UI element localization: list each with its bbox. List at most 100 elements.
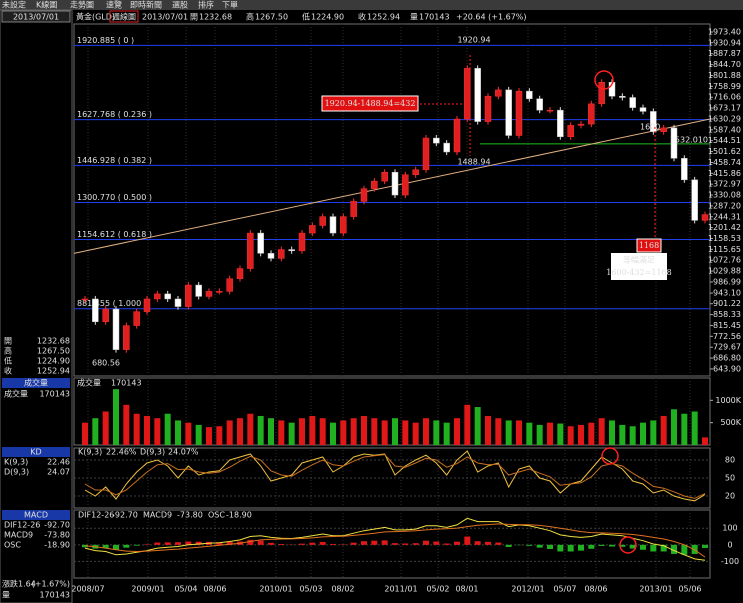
section-header xyxy=(2,378,70,388)
tab[interactable]: 選股 xyxy=(172,0,188,10)
volume-bar xyxy=(350,418,357,445)
osc-bar xyxy=(536,544,543,548)
y-tick-label: 1587.40 xyxy=(708,125,741,134)
diff-box xyxy=(321,95,419,112)
volume-bar xyxy=(206,427,212,445)
y-tick-label: 1544.51 xyxy=(708,136,741,145)
macd-value: -92.70 xyxy=(44,521,70,530)
high-label: 1920.94 xyxy=(457,36,490,45)
target-box xyxy=(636,238,662,253)
osc-bar xyxy=(361,541,367,545)
series-name: K(9,3) xyxy=(78,448,102,457)
quote-label: 低 xyxy=(4,356,12,366)
section-title: MACD xyxy=(24,511,48,520)
volume-bar xyxy=(92,418,99,445)
tab[interactable]: 下單 xyxy=(222,1,238,10)
footer-value: (+1.67%) xyxy=(32,580,70,589)
tab[interactable]: 即時新聞 xyxy=(130,0,162,10)
quote-label: 開 xyxy=(4,337,12,346)
y-tick-label: 1501.62 xyxy=(708,147,741,156)
y-tick-label: 1844.70 xyxy=(708,60,741,69)
osc-bar xyxy=(423,540,429,545)
volume-bar xyxy=(216,426,223,445)
candle xyxy=(402,174,409,196)
section-header xyxy=(2,447,70,457)
support-label: 1532.010 xyxy=(670,135,708,144)
osc-bar xyxy=(102,544,109,549)
volume-bar xyxy=(154,418,161,445)
osc-bar xyxy=(309,542,316,545)
x-label: 2010/01 xyxy=(259,585,292,594)
candle xyxy=(557,109,564,138)
section-title: KD xyxy=(30,448,41,457)
tab[interactable]: K線圖 xyxy=(36,0,57,10)
osc-bar xyxy=(319,542,326,545)
period-box xyxy=(109,10,139,23)
volume-bar xyxy=(175,420,181,445)
x-label: 05/03 xyxy=(299,585,322,594)
footer-label: 漲跌1.64 xyxy=(2,579,36,589)
symbol: 黃金(GLD) xyxy=(76,12,115,22)
volume-bar xyxy=(195,424,202,445)
x-label: 2011/01 xyxy=(384,585,417,594)
fib-label: 1154.612 ( 0.618 ) xyxy=(77,230,152,239)
candle xyxy=(577,123,585,126)
field-value: 170143 xyxy=(419,13,450,22)
y-tick-label: 1158.53 xyxy=(708,234,741,243)
fib-label: 1920.885 ( 0 ) xyxy=(77,36,134,45)
osc-bar xyxy=(671,544,677,554)
candle xyxy=(453,118,461,153)
candle xyxy=(205,291,213,297)
osc-bar xyxy=(567,544,574,552)
x-label: 2012/01 xyxy=(511,585,544,594)
y-tick-label: 500K xyxy=(720,418,741,427)
period[interactable]: 週線圖 xyxy=(112,12,136,22)
note-box xyxy=(611,253,667,280)
tab[interactable]: 未設定 xyxy=(2,0,26,10)
series-value: 24.07% xyxy=(168,448,199,457)
header-date: 2013/07/01 xyxy=(142,13,188,22)
osc-bar xyxy=(629,544,636,549)
y-tick-label: 1630.29 xyxy=(708,114,741,123)
volume-bar xyxy=(237,418,243,445)
quote-value: 1224.90 xyxy=(37,357,70,366)
field-value: 1252.94 xyxy=(367,13,400,22)
volume-bar xyxy=(113,389,119,445)
candle xyxy=(422,137,430,170)
macd-panel xyxy=(73,509,711,579)
osc-bar xyxy=(154,542,161,545)
tab[interactable]: 走勢圖 xyxy=(70,0,94,10)
y-tick-label: 1673.17 xyxy=(708,104,741,113)
tab[interactable]: 速覽 xyxy=(106,0,122,10)
volume-value: 170143 xyxy=(39,390,70,399)
volume-bar xyxy=(681,413,688,445)
field-value: 1224.90 xyxy=(311,13,344,22)
volume-bar xyxy=(133,413,140,445)
tab-bar xyxy=(0,0,743,10)
kd-value: 24.07 xyxy=(47,468,70,477)
candle xyxy=(81,298,89,301)
volume-bar xyxy=(330,422,336,445)
fib-label: 1446.928 ( 0.382 ) xyxy=(77,156,152,165)
y-tick-label: 643.90 xyxy=(713,364,741,373)
volume-bar xyxy=(671,409,677,445)
osc-bar xyxy=(505,544,512,547)
x-label: 05/06 xyxy=(678,585,701,594)
osc-bar xyxy=(474,541,481,545)
volume-bar xyxy=(423,418,429,445)
red-circle xyxy=(601,447,619,465)
osc-bar xyxy=(681,544,688,555)
fib-label: 881.455 ( 1.000 ) xyxy=(77,299,147,308)
series-name: OSC xyxy=(208,511,225,520)
field-label: 開 xyxy=(190,13,198,22)
y-tick-label: 943.10 xyxy=(713,289,741,298)
candle xyxy=(350,201,357,217)
y-tick-label: 1801.88 xyxy=(708,71,741,80)
tab[interactable]: 排序 xyxy=(198,0,214,10)
x-label: 08/06 xyxy=(584,585,607,594)
y-tick-label: 1887.87 xyxy=(708,49,741,58)
volume-bar xyxy=(361,415,367,445)
field-label: 高 xyxy=(246,12,254,22)
osc-bar xyxy=(381,540,388,545)
candle xyxy=(474,68,481,122)
